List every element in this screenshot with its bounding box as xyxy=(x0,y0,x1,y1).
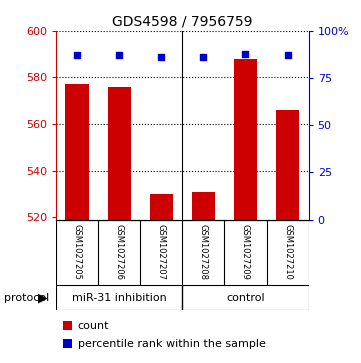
Text: control: control xyxy=(226,293,265,303)
Text: count: count xyxy=(78,321,109,331)
Bar xyxy=(192,192,215,220)
Text: percentile rank within the sample: percentile rank within the sample xyxy=(78,339,265,349)
Text: GSM1027205: GSM1027205 xyxy=(73,224,82,280)
Point xyxy=(200,54,206,60)
Point xyxy=(285,53,291,58)
Bar xyxy=(276,110,299,220)
Text: miR-31 inhibition: miR-31 inhibition xyxy=(72,293,166,303)
Bar xyxy=(108,87,131,220)
Point xyxy=(243,50,248,56)
Text: protocol: protocol xyxy=(4,293,49,303)
Point xyxy=(116,53,122,58)
Text: GSM1027208: GSM1027208 xyxy=(199,224,208,280)
Bar xyxy=(65,85,88,220)
Bar xyxy=(150,194,173,220)
Point xyxy=(158,54,164,60)
Text: ▶: ▶ xyxy=(38,291,48,304)
Text: GSM1027209: GSM1027209 xyxy=(241,224,250,280)
Text: GSM1027207: GSM1027207 xyxy=(157,224,166,280)
Text: GSM1027210: GSM1027210 xyxy=(283,224,292,280)
Title: GDS4598 / 7956759: GDS4598 / 7956759 xyxy=(112,14,253,28)
Bar xyxy=(234,59,257,220)
Text: GSM1027206: GSM1027206 xyxy=(115,224,123,280)
Point xyxy=(74,53,80,58)
